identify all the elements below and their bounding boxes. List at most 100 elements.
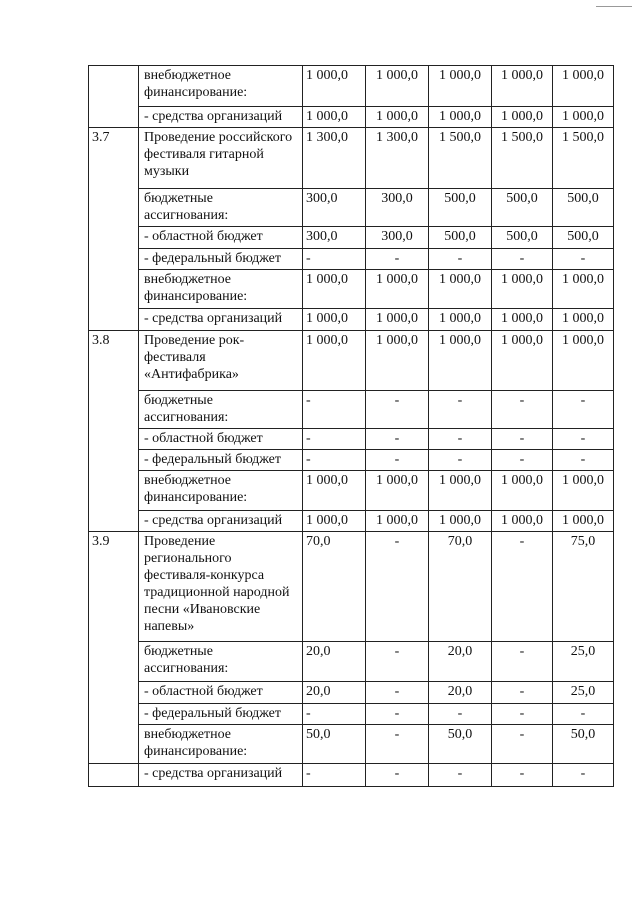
value-cell: 70,0	[302, 531, 366, 642]
value-cell: 1 000,0	[552, 330, 614, 391]
row-label: внебюджетное финансирование:	[138, 269, 303, 309]
value-cell: -	[491, 449, 553, 471]
value-cell: -	[302, 763, 366, 787]
value-cell: 1 000,0	[365, 470, 429, 511]
table-row: 3.9 Проведение регионального фестиваля-ко…	[88, 531, 614, 764]
value-cell: 20,0	[302, 681, 366, 704]
value-cell: 20,0	[302, 641, 366, 682]
row-label: - федеральный бюджет	[138, 449, 303, 471]
row-label: Проведение российского фестиваля гитарно…	[138, 127, 303, 189]
value-cell: -	[552, 449, 614, 471]
value-cell: 1 000,0	[491, 106, 553, 128]
value-cell: 1 500,0	[428, 127, 492, 189]
value-cell: 1 000,0	[302, 269, 366, 309]
value-cell: 1 000,0	[302, 330, 366, 391]
value-cell: -	[302, 248, 366, 270]
value-cell: -	[365, 724, 429, 764]
item-number	[88, 65, 139, 128]
value-cell: -	[552, 763, 614, 787]
value-cell: 1 000,0	[365, 269, 429, 309]
value-cell: 1 300,0	[365, 127, 429, 189]
value-cell: 500,0	[491, 188, 553, 227]
row-label: - средства организаций	[138, 308, 303, 331]
value-cell: -	[302, 449, 366, 471]
value-cell: 300,0	[302, 188, 366, 227]
value-cell: 1 000,0	[428, 269, 492, 309]
value-cell: 1 000,0	[491, 510, 553, 532]
table-row: бюджетные ассигнования: 300,0 300,0 500,0 50…	[89, 188, 614, 227]
value-cell: -	[491, 763, 553, 787]
value-cell: 300,0	[302, 226, 366, 249]
value-cell: -	[491, 703, 553, 725]
value-cell: 500,0	[552, 188, 614, 227]
table-row: внебюджетное финансирование: 1 000,0 1 000…	[89, 269, 614, 309]
value-cell: 50,0	[552, 724, 614, 764]
row-label: - средства организаций	[138, 106, 303, 128]
value-cell: 300,0	[365, 188, 429, 227]
value-cell: 1 000,0	[302, 510, 366, 532]
value-cell: -	[365, 449, 429, 471]
table-row: внебюджетное финансирование: 50,0-50,0-50…	[89, 724, 614, 764]
value-cell: 1 000,0	[491, 308, 553, 331]
value-cell: 1 000,0	[552, 269, 614, 309]
value-cell: -	[428, 703, 492, 725]
row-label: внебюджетное финансирование:	[138, 470, 303, 511]
table-row: бюджетные ассигнования: - - - - -	[89, 390, 614, 429]
value-cell: 1 000,0	[428, 65, 492, 107]
value-cell: 1 000,0	[491, 470, 553, 511]
value-cell: 1 000,0	[428, 330, 492, 391]
value-cell: -	[552, 428, 614, 450]
scan-mark	[596, 6, 632, 7]
value-cell: 1 000,0	[302, 470, 366, 511]
value-cell: 300,0	[365, 226, 429, 249]
value-cell: 1 000,0	[552, 65, 614, 107]
value-cell: -	[302, 390, 366, 429]
row-label: бюджетные ассигнования:	[138, 390, 303, 429]
row-label: - областной бюджет	[138, 226, 303, 249]
value-cell: 1 000,0	[552, 106, 614, 128]
table-row: - областной бюджет - - - - -	[89, 428, 614, 450]
table-row: - средства организаций - - - - -	[88, 763, 614, 787]
funding-table: внебюджетное финансирование: 1 000,0 1 000…	[88, 65, 614, 787]
value-cell: -	[552, 703, 614, 725]
value-cell: 1 000,0	[428, 510, 492, 532]
value-cell: -	[428, 390, 492, 429]
value-cell: -	[365, 390, 429, 429]
value-cell: 1 000,0	[428, 308, 492, 331]
value-cell: 75,0	[552, 531, 614, 642]
value-cell: 1 000,0	[365, 106, 429, 128]
value-cell: -	[491, 531, 553, 642]
value-cell: 500,0	[428, 188, 492, 227]
value-cell: -	[365, 641, 429, 682]
table-row: бюджетные ассигнования: 20,0-20,0-25,0	[89, 641, 614, 682]
value-cell: 50,0	[302, 724, 366, 764]
value-cell: -	[428, 428, 492, 450]
value-cell: 1 000,0	[428, 470, 492, 511]
row-label: - федеральный бюджет	[138, 703, 303, 725]
value-cell: 20,0	[428, 681, 492, 704]
row-label: бюджетные ассигнования:	[138, 641, 303, 682]
value-cell: -	[302, 703, 366, 725]
row-label: внебюджетное финансирование:	[138, 724, 303, 764]
value-cell: -	[491, 428, 553, 450]
value-cell: 1 000,0	[491, 330, 553, 391]
table-row: - федеральный бюджет - - - - -	[89, 449, 614, 471]
table-row: 3.7 Проведение российского фестиваля гита…	[88, 127, 614, 331]
value-cell: 500,0	[491, 226, 553, 249]
value-cell: -	[365, 248, 429, 270]
value-cell: 25,0	[552, 681, 614, 704]
value-cell: 1 000,0	[552, 470, 614, 511]
item-number: 3.8	[88, 330, 139, 532]
value-cell: 1 000,0	[552, 308, 614, 331]
value-cell: 1 000,0	[365, 510, 429, 532]
value-cell: -	[491, 724, 553, 764]
value-cell: 50,0	[428, 724, 492, 764]
table-row: внебюджетное финансирование: 1 000,0 1 000…	[88, 65, 614, 128]
table-row: - областной бюджет 300,0 300,0 500,0 500,0 50…	[89, 226, 614, 249]
item-number: 3.9	[88, 531, 139, 764]
row-label: - областной бюджет	[138, 681, 303, 704]
value-cell: 1 000,0	[365, 65, 429, 107]
row-label: Проведение рок-фестиваля «Антифабрика»	[138, 330, 303, 391]
value-cell: -	[491, 390, 553, 429]
value-cell: -	[428, 763, 492, 787]
